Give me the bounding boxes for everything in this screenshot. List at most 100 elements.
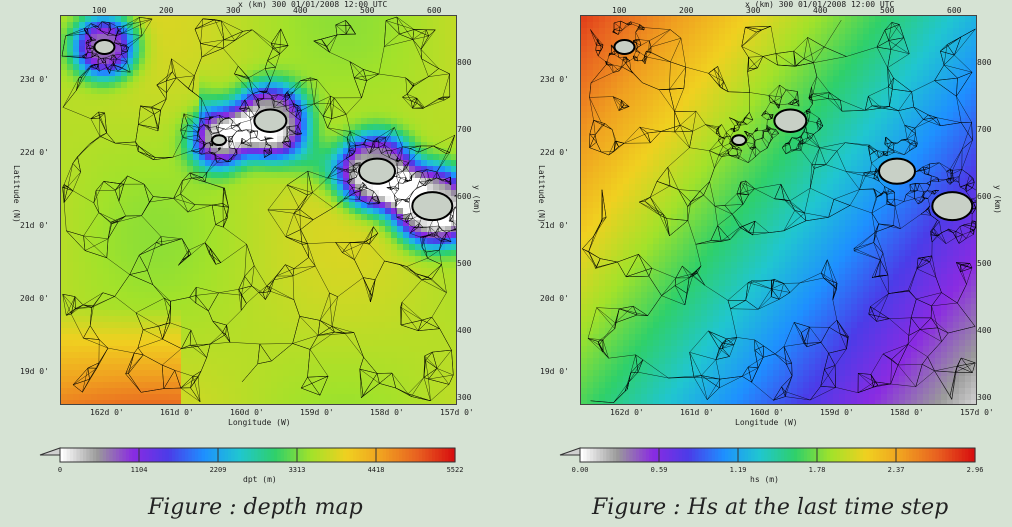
field-cell xyxy=(325,76,332,83)
field-cell xyxy=(367,118,374,125)
field-cell xyxy=(85,334,92,341)
field-cell xyxy=(343,298,350,305)
field-cell xyxy=(385,70,392,77)
field-cell xyxy=(193,364,200,371)
field-cell xyxy=(439,352,446,359)
x2-tick-label: 100 xyxy=(612,6,627,15)
field-cell xyxy=(433,28,440,35)
field-cell xyxy=(163,364,170,371)
field-cell xyxy=(307,190,314,197)
field-cell xyxy=(145,304,152,311)
field-cell xyxy=(127,172,134,179)
field-cell xyxy=(115,268,122,275)
field-cell xyxy=(929,16,936,23)
field-cell xyxy=(241,358,248,365)
field-cell xyxy=(193,190,200,197)
field-cell xyxy=(397,238,404,245)
field-cell xyxy=(67,46,74,53)
colorbar-swatch xyxy=(135,448,140,462)
field-cell xyxy=(79,394,86,401)
field-cell xyxy=(767,58,774,65)
field-cell xyxy=(169,208,176,215)
field-cell xyxy=(397,388,404,395)
field-cell xyxy=(79,244,86,251)
field-cell xyxy=(121,370,128,377)
field-cell xyxy=(85,220,92,227)
field-cell xyxy=(103,304,110,311)
field-cell xyxy=(385,346,392,353)
field-cell xyxy=(85,382,92,389)
y2-tick-label: 700 xyxy=(977,125,992,134)
field-cell xyxy=(749,52,756,59)
field-cell xyxy=(127,292,134,299)
field-cell xyxy=(265,346,272,353)
field-cell xyxy=(163,292,170,299)
field-cell xyxy=(749,28,756,35)
field-cell xyxy=(265,166,272,173)
field-cell xyxy=(133,226,140,233)
field-cell xyxy=(241,292,248,299)
field-cell xyxy=(193,184,200,191)
field-cell xyxy=(145,352,152,359)
field-cell xyxy=(121,208,128,215)
field-cell xyxy=(127,286,134,293)
field-cell xyxy=(79,124,86,131)
field-cell xyxy=(959,52,966,59)
field-cell xyxy=(409,388,416,395)
field-cell xyxy=(163,208,170,215)
field-cell xyxy=(355,22,362,29)
field-cell xyxy=(373,304,380,311)
field-cell xyxy=(133,388,140,395)
field-cell xyxy=(929,40,936,47)
colorbar-swatch xyxy=(214,448,219,462)
field-cell xyxy=(349,100,356,107)
field-cell xyxy=(677,40,684,47)
field-cell xyxy=(301,214,308,221)
field-cell xyxy=(295,94,302,101)
field-cell xyxy=(175,238,182,245)
field-cell xyxy=(241,220,248,227)
field-cell xyxy=(361,52,368,59)
field-cell xyxy=(223,124,230,131)
field-cell xyxy=(283,334,290,341)
field-cell xyxy=(737,40,744,47)
field-cell xyxy=(169,262,176,269)
colorbar-swatch xyxy=(79,448,84,462)
field-cell xyxy=(253,268,260,275)
field-cell xyxy=(133,124,140,131)
field-cell xyxy=(445,322,452,329)
field-cell xyxy=(211,124,218,131)
field-cell xyxy=(313,268,320,275)
field-cell xyxy=(115,220,122,227)
field-cell xyxy=(97,280,104,287)
field-cell xyxy=(103,52,110,59)
field-cell xyxy=(331,202,338,209)
field-cell xyxy=(439,172,446,179)
field-cell xyxy=(205,220,212,227)
field-cell xyxy=(923,34,930,41)
field-cell xyxy=(175,394,182,401)
field-cell xyxy=(451,70,456,77)
field-cell xyxy=(355,394,362,401)
field-cell xyxy=(349,94,356,101)
field-cell xyxy=(929,46,936,53)
field-cell xyxy=(851,52,858,59)
field-cell xyxy=(373,376,380,383)
field-cell xyxy=(139,136,146,143)
field-cell xyxy=(139,214,146,221)
field-cell xyxy=(265,370,272,377)
field-cell xyxy=(343,364,350,371)
field-cell xyxy=(175,136,182,143)
field-cell xyxy=(427,352,434,359)
field-cell xyxy=(587,52,594,59)
field-cell xyxy=(85,64,92,71)
field-cell xyxy=(689,52,696,59)
field-cell xyxy=(451,88,456,95)
field-cell xyxy=(121,358,128,365)
field-cell xyxy=(199,334,206,341)
field-cell xyxy=(61,76,68,83)
field-cell xyxy=(283,136,290,143)
field-cell xyxy=(193,106,200,113)
field-cell xyxy=(295,292,302,299)
field-cell xyxy=(151,238,158,245)
